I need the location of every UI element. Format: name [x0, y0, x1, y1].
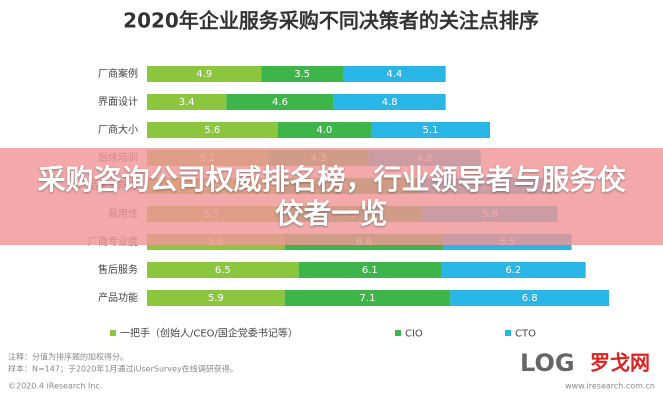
logo-text: 罗戈网 — [590, 351, 650, 375]
bar-segment — [147, 290, 285, 306]
y-tick-label: 厂商大小 — [98, 123, 138, 136]
bar-segment — [261, 66, 343, 82]
value-label: 5.6 — [204, 125, 220, 136]
y-tick-label: 界面设计 — [98, 95, 138, 108]
legend-swatch — [110, 330, 116, 336]
value-label: 4.9 — [196, 69, 212, 80]
legend-label: CIO — [405, 329, 423, 340]
legend-label: CTO — [515, 329, 536, 340]
banner-text: 采购咨询公司权威排名榜，行业领导者与服务佼佼者一览 — [37, 162, 626, 230]
value-label: 6.5 — [215, 265, 231, 276]
source: ©2020.4 iResearch Inc. — [8, 382, 102, 391]
legend-swatch — [505, 330, 511, 336]
y-tick-label: 售后服务 — [98, 263, 138, 276]
value-label: 4.0 — [316, 125, 332, 136]
value-label: 3.5 — [294, 69, 310, 80]
bar-segment — [147, 122, 278, 138]
value-label: 6.1 — [362, 265, 378, 276]
bar-segment — [277, 122, 371, 138]
y-tick-label: 产品功能 — [98, 291, 138, 304]
bar-segment — [371, 122, 490, 138]
note: 注释：分值为排序题的加权得分。 — [8, 352, 128, 362]
bar-segment — [226, 94, 334, 110]
banner: 采购咨询公司权威排名榜，行业领导者与服务佼佼者一览 — [0, 148, 663, 245]
bar-segment — [147, 262, 299, 278]
bar-segment — [343, 66, 446, 82]
bar-segment — [333, 94, 446, 110]
bar-segment — [441, 262, 586, 278]
logo-text: LOG — [520, 349, 575, 377]
legend-swatch — [395, 330, 401, 336]
value-label: 4.6 — [272, 97, 288, 108]
value-label: 6.8 — [522, 293, 538, 304]
bar-segment — [147, 94, 227, 110]
bar-segment — [284, 290, 451, 306]
value-label: 4.4 — [386, 69, 402, 80]
value-label: 4.8 — [382, 97, 398, 108]
value-label: 3.4 — [179, 97, 195, 108]
bar-segment — [450, 290, 609, 306]
value-label: 5.1 — [423, 125, 439, 136]
website: www.iresearch.com.cn — [565, 382, 655, 391]
value-label: 7.1 — [360, 293, 376, 304]
y-tick-label: 厂商案例 — [98, 67, 138, 80]
note: 样本：N=147；于2020年1月通过iUserSurvey在线调研获得。 — [8, 364, 238, 374]
bar-segment — [147, 66, 262, 82]
legend-label: 一把手（创始人/CEO/国企党委书记等） — [120, 327, 298, 340]
value-label: 5.9 — [208, 293, 224, 304]
bar-segment — [298, 262, 441, 278]
chart-title: 2020年企业服务采购不同决策者的关注点排序 — [123, 9, 539, 33]
value-label: 6.2 — [505, 265, 521, 276]
